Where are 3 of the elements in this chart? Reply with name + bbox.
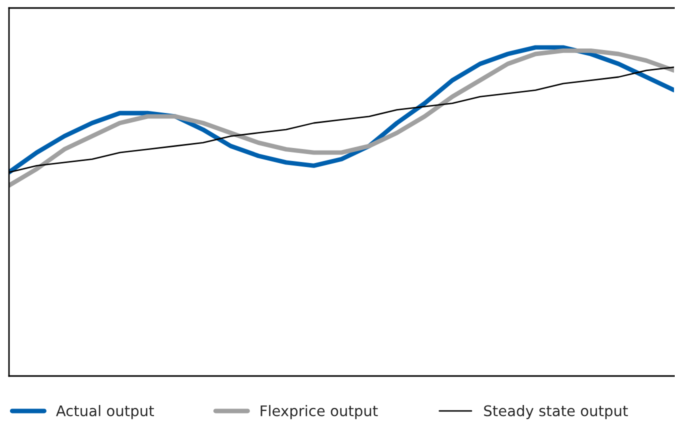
legend-label: Actual output — [56, 405, 154, 420]
legend-label: Steady state output — [484, 405, 628, 420]
legend-label: Flexprice output — [260, 405, 378, 420]
